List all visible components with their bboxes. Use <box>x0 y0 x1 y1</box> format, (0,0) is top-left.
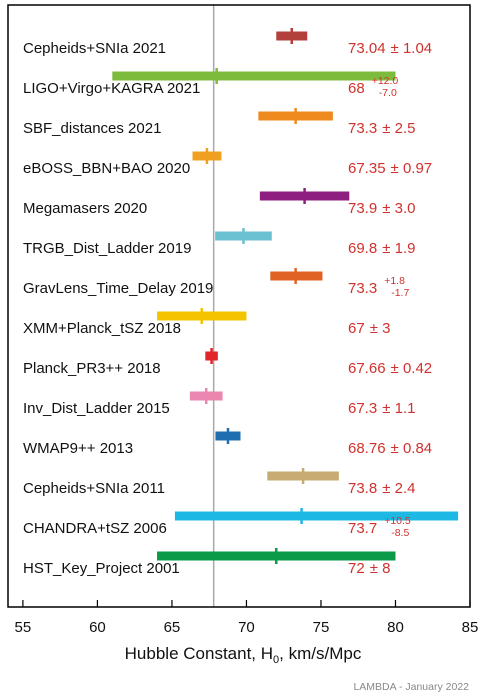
x-tick-label-60: 60 <box>89 619 106 636</box>
error-text-3: ± 2.5 <box>382 120 415 137</box>
error-plus-2: +12.0 <box>372 75 399 87</box>
row-label-7: GravLens_Time_Delay 2019 <box>23 280 213 297</box>
error-minus-7: -1.7 <box>391 287 409 299</box>
value-text-6: 69.8 <box>348 240 377 257</box>
row-label-11: WMAP9++ 2013 <box>23 440 133 457</box>
central-value-marker-4 <box>205 148 209 164</box>
central-value-marker-5 <box>303 188 306 204</box>
error-bar-2 <box>112 71 396 81</box>
row-label-9: Planck_PR3++ 2018 <box>23 360 161 377</box>
error-text-6: ± 1.9 <box>382 240 415 257</box>
error-text-1: ± 1.04 <box>391 40 433 57</box>
central-value-marker-14 <box>275 548 278 564</box>
value-text-7: 73.3 <box>348 280 377 297</box>
x-axis-label-main: Hubble Constant, H <box>125 644 273 663</box>
error-text-9: ± 0.42 <box>391 360 433 377</box>
error-minus-2: -7.0 <box>379 87 397 99</box>
row-label-14: HST_Key_Project 2001 <box>23 560 180 577</box>
row-label-3: SBF_distances 2021 <box>23 120 161 137</box>
error-text-5: ± 3.0 <box>382 200 415 217</box>
x-tick-label-80: 80 <box>387 619 404 636</box>
plot-area: Cepheids+SNIa 2021 73.04 ± 1.04 LIGO+Virgo+… <box>23 5 459 607</box>
value-text-13: 73.7 <box>348 520 377 537</box>
error-text-10: ± 1.1 <box>382 400 415 417</box>
central-value-marker-13 <box>300 508 303 524</box>
central-value-marker-3 <box>294 108 297 124</box>
row-label-8: XMM+Planck_tSZ 2018 <box>23 320 181 337</box>
central-value-marker-10 <box>204 388 208 404</box>
x-tick-label-70: 70 <box>238 619 255 636</box>
value-text-1: 73.04 <box>348 40 386 57</box>
value-text-2: 68 <box>348 80 365 97</box>
error-text-8: ± 3 <box>370 320 391 337</box>
x-axis: 55 60 65 70 75 80 85 <box>7 4 479 636</box>
error-plus-7: +1.8 <box>384 275 405 287</box>
error-text-4: ± 0.97 <box>391 160 433 177</box>
value-text-4: 67.35 <box>348 160 386 177</box>
value-text-5: 73.9 <box>348 200 377 217</box>
central-value-marker-7 <box>294 268 297 284</box>
central-value-marker-12 <box>301 468 305 484</box>
row-label-13: CHANDRA+tSZ 2006 <box>23 520 167 537</box>
row-label-5: Megamasers 2020 <box>23 200 147 217</box>
row-label-4: eBOSS_BBN+BAO 2020 <box>23 160 190 177</box>
value-text-12: 73.8 <box>348 480 377 497</box>
x-tick-label-65: 65 <box>164 619 181 636</box>
row-label-1: Cepheids+SNIa 2021 <box>23 40 166 57</box>
central-value-marker-1 <box>290 28 294 44</box>
value-text-3: 73.3 <box>348 120 377 137</box>
plot-frame <box>7 4 471 608</box>
error-text-11: ± 0.84 <box>391 440 433 457</box>
value-text-11: 68.76 <box>348 440 386 457</box>
error-minus-13: -8.5 <box>391 527 409 539</box>
central-value-marker-6 <box>242 228 245 244</box>
row-label-12: Cepheids+SNIa 2011 <box>23 480 165 497</box>
central-value-marker-11 <box>226 428 230 444</box>
central-value-marker-9 <box>210 348 213 364</box>
value-text-8: 67 <box>348 320 365 337</box>
x-axis-label-units: , km/s/Mpc <box>279 644 362 663</box>
credit-text: LAMBDA - January 2022 <box>353 681 469 693</box>
row-label-10: Inv_Dist_Ladder 2015 <box>23 400 170 417</box>
x-axis-label: Hubble Constant, H0, km/s/Mpc <box>125 644 362 666</box>
value-text-14: 72 <box>348 560 365 577</box>
row-label-6: TRGB_Dist_Ladder 2019 <box>23 240 191 257</box>
error-text-14: ± 8 <box>370 560 391 577</box>
error-text-12: ± 2.4 <box>382 480 415 497</box>
x-tick-label-85: 85 <box>462 619 479 636</box>
row-label-2: LIGO+Virgo+KAGRA 2021 <box>23 80 200 97</box>
central-value-marker-8 <box>200 308 203 324</box>
value-text-10: 67.3 <box>348 400 377 417</box>
x-tick-label-55: 55 <box>15 619 32 636</box>
value-text-9: 67.66 <box>348 360 386 377</box>
central-value-marker-2 <box>215 68 218 84</box>
error-plus-13: +10.5 <box>384 515 411 527</box>
x-axis-label-subscript: 0 <box>273 654 279 666</box>
error-bar-13 <box>174 511 459 521</box>
x-tick-label-75: 75 <box>313 619 330 636</box>
